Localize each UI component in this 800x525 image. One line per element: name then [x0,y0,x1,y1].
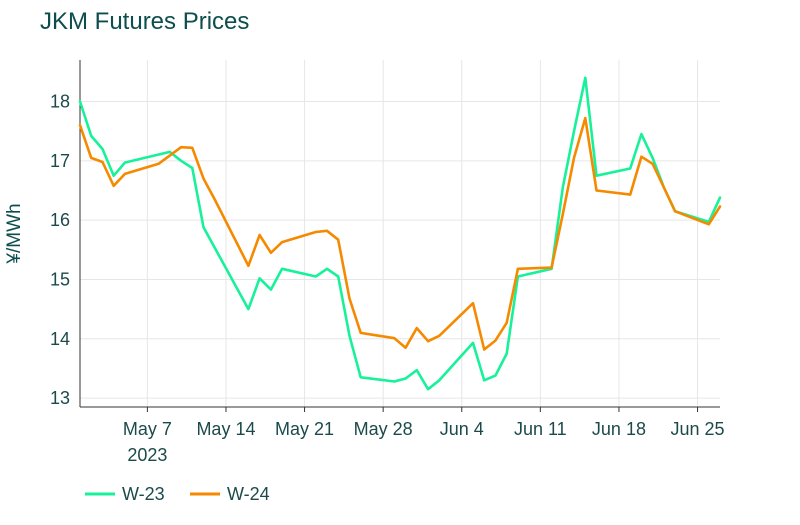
y-tick-label: 17 [50,151,70,171]
grid [80,60,720,407]
y-tick-label: 18 [50,92,70,112]
series-layer [78,76,722,391]
y-tick-label: 14 [50,329,70,349]
x-tick-label: May 28 [354,419,413,439]
axes: 13 14 15 16 17 18 May 7 2023 May 14 May 21 May 28 J… [50,60,725,465]
y-tick-label: 13 [50,388,70,408]
x-tick-sublabel: 2023 [127,445,167,465]
x-tick-label: May 14 [196,419,255,439]
series-line-w-24 [78,116,722,351]
legend[interactable]: W-23 W-24 [85,484,270,504]
x-tick-label: May 21 [275,419,334,439]
x-tick-label: Jun 18 [592,419,646,439]
x-tick-label: Jun 4 [440,419,484,439]
x-tick-label: Jun 25 [671,419,725,439]
y-tick-label: 16 [50,210,70,230]
legend-label: W-23 [122,484,165,504]
chart-title: JKM Futures Prices [40,8,249,35]
y-axis-label: ¥/MWh [4,203,25,264]
legend-item-w-24[interactable]: W-24 [190,484,270,504]
x-tick-label: May 7 [123,419,172,439]
y-tick-label: 15 [50,269,70,289]
x-tick-label: Jun 11 [514,419,567,439]
series-line-w-23 [78,76,722,391]
legend-item-w-23[interactable]: W-23 [85,484,165,504]
legend-label: W-24 [227,484,270,504]
